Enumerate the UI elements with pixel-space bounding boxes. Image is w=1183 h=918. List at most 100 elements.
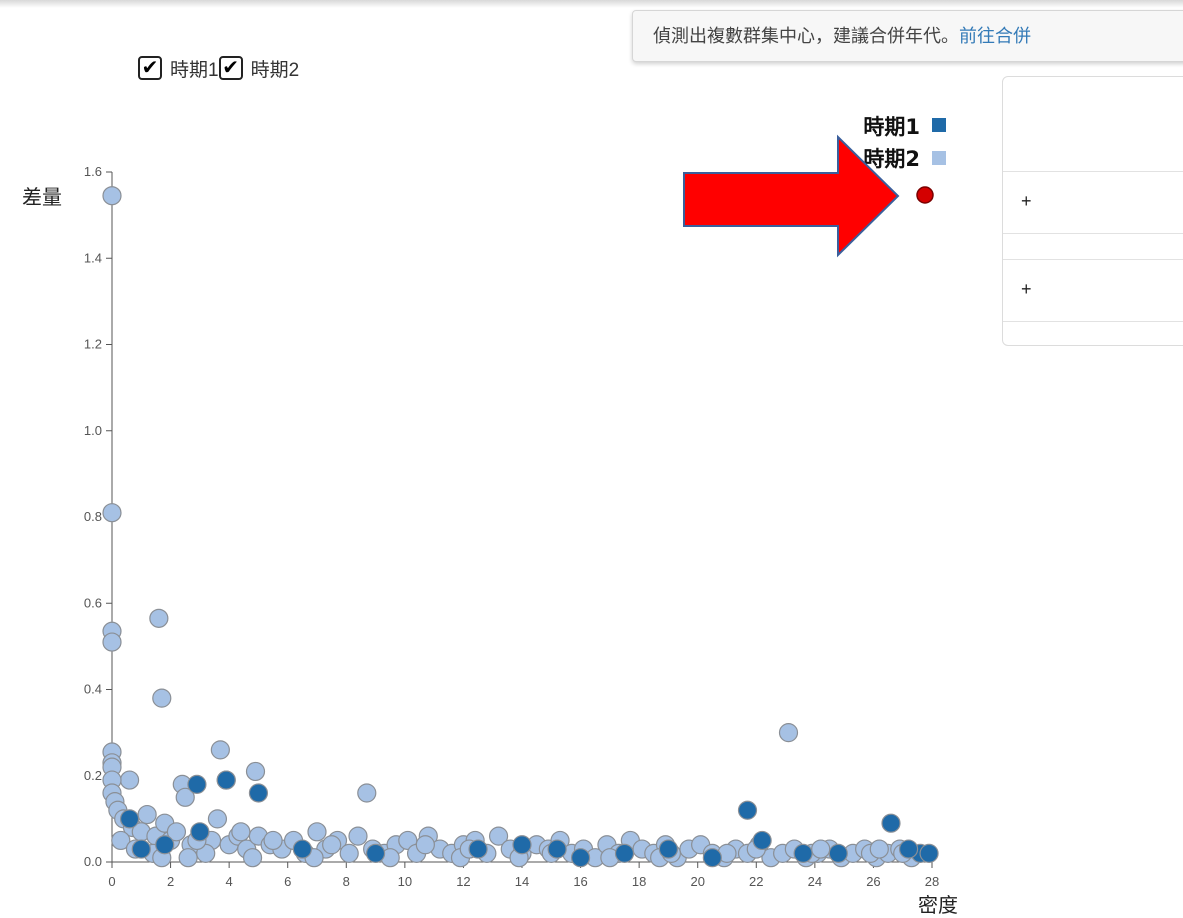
red-arrow-annotation — [683, 134, 900, 258]
period1-point — [570, 848, 591, 868]
y-tick-label: 1.0 — [84, 423, 102, 438]
period2-point — [137, 804, 157, 825]
period2-point — [102, 632, 122, 652]
chart-legend: 時期1 時期2 — [863, 115, 946, 171]
period2-checkbox-label: 時期2 — [250, 59, 300, 81]
period1-point — [752, 830, 772, 851]
period2-point — [102, 503, 122, 523]
period1-point — [919, 843, 939, 863]
period1-checkbox[interactable]: ✔ 時期1 — [138, 55, 219, 82]
period2-point — [322, 835, 342, 855]
y-tick-label: 0.2 — [84, 768, 102, 783]
x-tick-label: 0 — [108, 874, 115, 889]
period2-point — [811, 839, 831, 859]
panel-divider — [1003, 259, 1183, 260]
period1-point — [702, 848, 722, 868]
merge-suggestion-notice: 偵測出複數群集中心，建議合併年代。前往合併 — [632, 10, 1183, 62]
period1-point — [468, 839, 488, 859]
y-tick-label: 1.4 — [84, 250, 102, 265]
x-tick-label: 20 — [690, 874, 704, 889]
period1-point — [155, 835, 175, 855]
period1-point — [828, 843, 848, 863]
period1-point — [658, 839, 679, 859]
period2-point — [357, 783, 377, 803]
period2-point — [175, 787, 195, 807]
period1-checkbox-label: 時期1 — [170, 59, 219, 81]
notice-text: 偵測出複數群集中心，建議合併年代。 — [653, 26, 959, 46]
x-tick-label: 6 — [284, 874, 291, 889]
period2-point — [119, 770, 140, 790]
check-icon[interactable]: ✔ — [218, 56, 243, 80]
expand-row-2-button[interactable]: + — [1021, 279, 1032, 299]
period2-point — [111, 830, 131, 851]
x-tick-label: 28 — [925, 874, 939, 889]
merge-link[interactable]: 前往合併 — [959, 26, 1031, 46]
period1-points — [119, 770, 939, 868]
period1-point — [131, 839, 151, 859]
side-panel: + + — [1002, 76, 1183, 346]
panel-divider — [1003, 171, 1183, 172]
x-axis-label: 密度 — [918, 893, 958, 917]
highlight-marker-dot — [916, 186, 934, 204]
period2-point — [348, 826, 368, 846]
period2-point — [307, 822, 327, 842]
y-tick-label: 0.4 — [84, 682, 102, 697]
period2-point — [415, 835, 435, 855]
period1-point — [187, 774, 207, 794]
period1-point — [216, 770, 236, 790]
x-tick-label: 2 — [167, 874, 174, 889]
period1-point — [737, 800, 758, 820]
period2-point — [245, 761, 266, 782]
period2-point — [339, 843, 359, 863]
y-tick-label: 0.0 — [84, 854, 102, 869]
y-tick-label: 1.2 — [84, 337, 102, 352]
legend-swatch-period1 — [932, 118, 946, 132]
legend-label-period1: 時期1 — [863, 115, 920, 139]
x-tick-label: 16 — [573, 874, 587, 889]
check-icon[interactable]: ✔ — [138, 56, 162, 80]
y-tick-label: 0.8 — [84, 509, 102, 524]
period2-point — [166, 822, 187, 842]
period1-point — [881, 813, 901, 833]
period1-point — [119, 809, 140, 829]
panel-divider — [1003, 321, 1183, 322]
legend-label-period2: 時期2 — [863, 147, 920, 171]
period2-points — [102, 186, 922, 868]
period1-point — [898, 839, 919, 859]
period2-point — [488, 826, 509, 846]
x-tick-label: 8 — [343, 874, 350, 889]
period1-point — [512, 835, 532, 855]
period2-checkbox[interactable]: ✔ 時期2 — [218, 55, 300, 82]
chart-axes: 0.00.20.40.60.81.01.21.41.60 2 4 6 8 10 12 14 16… — [84, 164, 939, 889]
period-filters: ✔ 時期1 ✔ 時期2 — [138, 54, 299, 82]
period1-point — [547, 839, 567, 859]
period1-point — [793, 843, 813, 863]
period2-point — [263, 830, 283, 851]
expand-row-1-button[interactable]: + — [1021, 191, 1032, 211]
period1-point — [365, 843, 386, 863]
period1-point — [614, 843, 635, 863]
top-shadow-line — [0, 0, 1183, 8]
panel-divider — [1003, 233, 1183, 234]
y-tick-label: 0.6 — [84, 595, 102, 610]
period2-point — [102, 186, 122, 206]
period2-point — [778, 723, 799, 743]
y-tick-label: 1.6 — [84, 164, 102, 179]
x-tick-label: 12 — [456, 874, 470, 889]
x-tick-label: 26 — [866, 874, 880, 889]
period2-point — [210, 740, 230, 760]
x-tick-label: 24 — [808, 874, 822, 889]
period2-point — [231, 822, 251, 842]
period2-point — [149, 608, 169, 628]
period1-point — [190, 822, 210, 842]
x-tick-label: 14 — [515, 874, 529, 889]
period2-point — [242, 848, 263, 868]
period2-point — [869, 839, 889, 859]
period1-point — [248, 783, 269, 803]
x-tick-label: 18 — [632, 874, 646, 889]
period2-point — [152, 688, 172, 708]
period2-point — [178, 848, 198, 868]
x-tick-label: 4 — [226, 874, 233, 889]
period1-point — [292, 839, 312, 859]
